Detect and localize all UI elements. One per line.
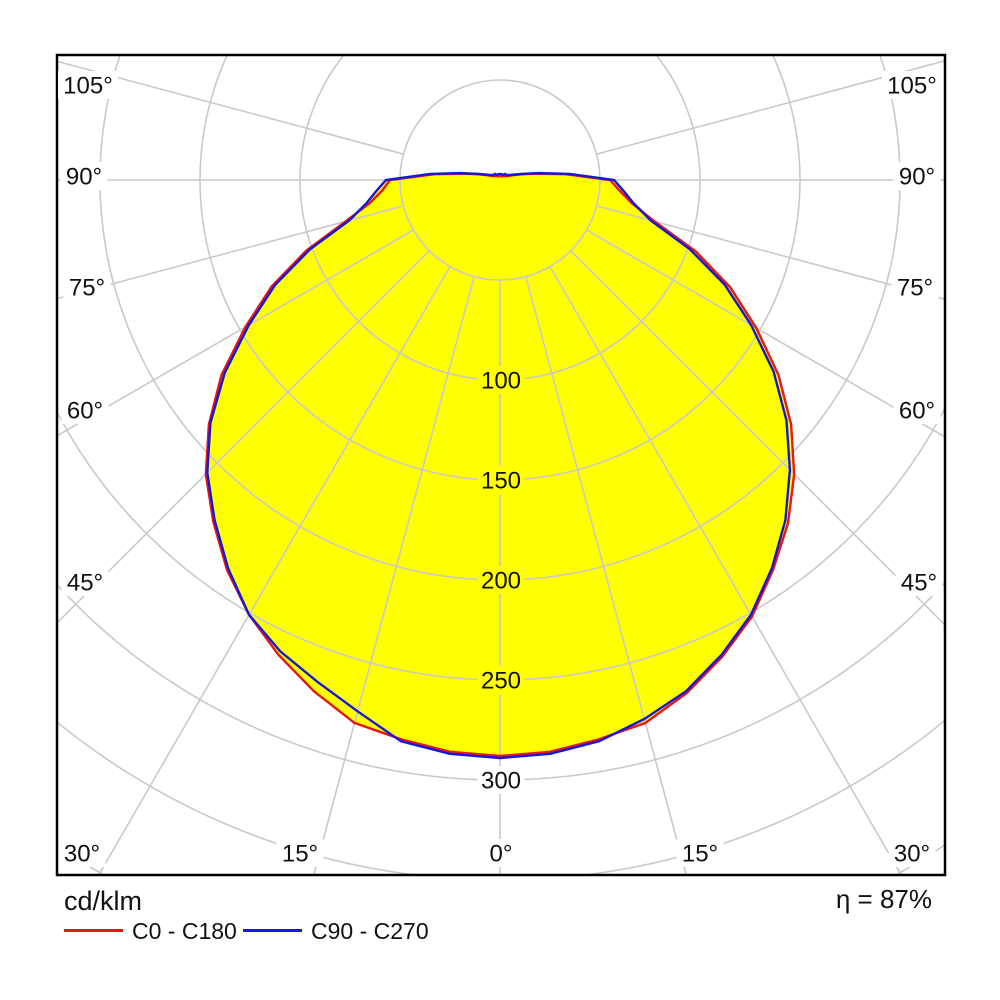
angle-label-right: 60° (899, 398, 935, 425)
angle-label-left: 75° (69, 275, 105, 302)
curve-c0-c180 (204, 172, 796, 758)
angle-label-right-bg (893, 396, 941, 424)
angle-label-left: 105° (63, 73, 113, 100)
angle-label-left-bg (61, 568, 109, 596)
radial-tick-label-bg (477, 466, 525, 494)
radial-tick-label: 300 (481, 768, 521, 795)
angle-label-bottom: 30° (64, 841, 100, 868)
angle-label-bottom-bg (888, 839, 936, 867)
angle-label-right-bg (893, 162, 941, 190)
angle-label-bottom: 15° (282, 841, 318, 868)
angle-label-right: 75° (897, 275, 933, 302)
efficiency-label: η = 87% (835, 884, 932, 914)
legend-row: C0 - C180 C90 - C270 (0, 918, 1000, 944)
plot-border (55, 53, 947, 877)
angle-label-left: 45° (67, 570, 103, 597)
angle-label-left-bg (58, 71, 118, 99)
angle-label-left-bg (63, 273, 111, 301)
grid-ray (596, 59, 945, 155)
angle-label-right-bg (882, 71, 942, 99)
angle-label-right-bg (895, 568, 943, 596)
angle-label-left-bg (60, 162, 108, 190)
grid-ray (570, 250, 945, 627)
radial-tick-label: 250 (481, 668, 521, 695)
radial-tick-label: 200 (481, 568, 521, 595)
grid-ray (549, 266, 903, 875)
angle-label-left: 90° (66, 164, 102, 191)
angle-label-right: 45° (901, 570, 937, 597)
angle-label-bottom: 15° (682, 841, 718, 868)
legend-label-c90-c270: C90 - C270 (311, 918, 429, 944)
angle-label-right-bg (891, 273, 939, 301)
radial-tick-label-bg (477, 566, 525, 594)
grid-ray (57, 205, 404, 300)
radial-tick-label: 100 (481, 368, 521, 395)
legend-label-c0-c180: C0 - C180 (132, 918, 237, 944)
legend-area: cd/klm C0 - C180 C90 - C270 η = 87% (0, 884, 1000, 954)
angle-label-bottom: 30° (894, 841, 930, 868)
curve-c90-c270 (206, 171, 792, 760)
angle-label-bottom-bg (58, 839, 106, 867)
angle-label-bottom-bg (484, 839, 518, 867)
unit-label: cd/klm (64, 886, 143, 916)
legend-line-c90-c270 (243, 929, 302, 932)
legend-line-c0-c180 (64, 929, 123, 932)
radial-tick-label-bg (477, 666, 525, 694)
radial-tick-label-bg (477, 366, 525, 394)
radial-tick-label: 150 (481, 468, 521, 495)
angle-label-bottom: 0° (490, 841, 513, 868)
grid-ray (586, 229, 945, 438)
grid-ray (57, 229, 414, 437)
angle-label-left-bg (61, 396, 109, 424)
grid-ray (57, 60, 404, 155)
grid-ray (596, 205, 945, 301)
grid-ray (97, 266, 451, 875)
angle-label-bottom-bg (676, 839, 724, 867)
grid-ray (57, 250, 430, 625)
distribution-curves-layer (204, 171, 796, 760)
angle-label-left: 60° (67, 398, 103, 425)
angle-label-bottom-bg (276, 839, 324, 867)
angle-label-right: 105° (887, 73, 937, 100)
radial-tick-label-bg (477, 766, 525, 794)
angle-label-right: 90° (899, 164, 935, 191)
axis-labels-layer: 100 150 200 250 300 105° 90° 75° 60° 45° 105° 90° 75… (58, 71, 943, 868)
